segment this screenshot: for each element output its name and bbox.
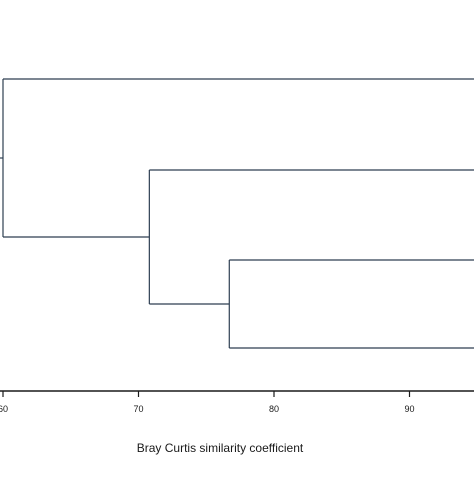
x-tick-label-80: 80 xyxy=(269,404,279,414)
x-tick-label-90: 90 xyxy=(404,404,414,414)
x-axis-title: Bray Curtis similarity coefficient xyxy=(137,441,304,455)
x-axis-ticks: 60 70 80 90 xyxy=(0,391,415,414)
dendrogram-branches xyxy=(0,78,474,349)
x-tick-label-70: 70 xyxy=(133,404,143,414)
x-axis: 60 70 80 90 xyxy=(0,390,474,414)
x-tick-label-60: 60 xyxy=(0,404,8,414)
